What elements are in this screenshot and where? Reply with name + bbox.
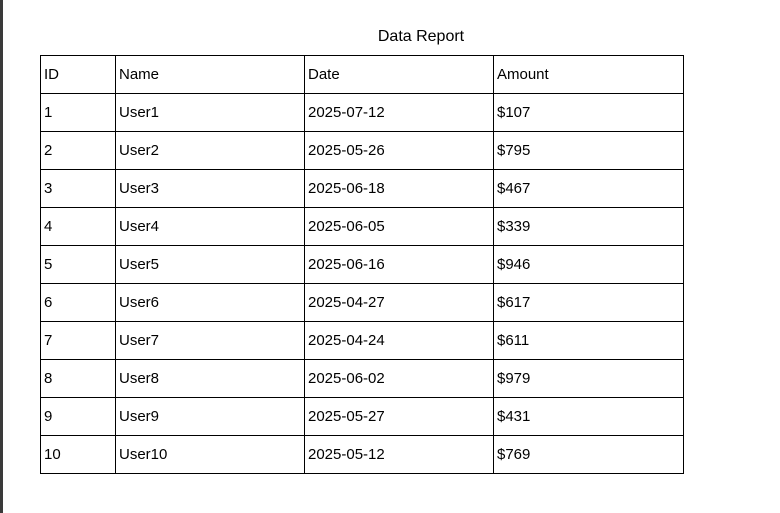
- table-row: 4 User4 2025-06-05 $339: [40, 207, 684, 246]
- table-row: 3 User3 2025-06-18 $467: [40, 169, 684, 208]
- cell-date: 2025-06-05: [304, 207, 494, 246]
- column-header-id: ID: [40, 55, 116, 94]
- cell-id: 6: [40, 283, 116, 322]
- cell-date: 2025-04-24: [304, 321, 494, 360]
- cell-name: User2: [115, 131, 305, 170]
- cell-amount: $467: [493, 169, 684, 208]
- cell-date: 2025-06-18: [304, 169, 494, 208]
- cell-amount: $611: [493, 321, 684, 360]
- table-row: 9 User9 2025-05-27 $431: [40, 397, 684, 436]
- table-row: 2 User2 2025-05-26 $795: [40, 131, 684, 170]
- table-header-row: ID Name Date Amount: [40, 55, 684, 94]
- cell-id: 7: [40, 321, 116, 360]
- data-table: ID Name Date Amount 1 User1 2025-07-12 $…: [40, 55, 684, 474]
- cell-name: User1: [115, 93, 305, 132]
- cell-name: User10: [115, 435, 305, 474]
- cell-name: User7: [115, 321, 305, 360]
- cell-id: 2: [40, 131, 116, 170]
- cell-date: 2025-05-26: [304, 131, 494, 170]
- cell-id: 3: [40, 169, 116, 208]
- column-header-date: Date: [304, 55, 494, 94]
- cell-date: 2025-05-27: [304, 397, 494, 436]
- cell-amount: $769: [493, 435, 684, 474]
- cell-amount: $617: [493, 283, 684, 322]
- cell-name: User6: [115, 283, 305, 322]
- cell-id: 8: [40, 359, 116, 398]
- cell-name: User8: [115, 359, 305, 398]
- cell-name: User3: [115, 169, 305, 208]
- cell-id: 1: [40, 93, 116, 132]
- table-row: 8 User8 2025-06-02 $979: [40, 359, 684, 398]
- cell-id: 5: [40, 245, 116, 284]
- cell-date: 2025-05-12: [304, 435, 494, 474]
- cell-id: 4: [40, 207, 116, 246]
- cell-name: User9: [115, 397, 305, 436]
- column-header-name: Name: [115, 55, 305, 94]
- cell-date: 2025-06-02: [304, 359, 494, 398]
- cell-amount: $795: [493, 131, 684, 170]
- cell-date: 2025-04-27: [304, 283, 494, 322]
- cell-amount: $946: [493, 245, 684, 284]
- cell-name: User5: [115, 245, 305, 284]
- cell-amount: $107: [493, 93, 684, 132]
- table-row: 7 User7 2025-04-24 $611: [40, 321, 684, 360]
- cell-date: 2025-07-12: [304, 93, 494, 132]
- table-row: 5 User5 2025-06-16 $946: [40, 245, 684, 284]
- column-header-amount: Amount: [493, 55, 684, 94]
- cell-amount: $431: [493, 397, 684, 436]
- cell-id: 10: [40, 435, 116, 474]
- cell-id: 9: [40, 397, 116, 436]
- cell-name: User4: [115, 207, 305, 246]
- cell-amount: $339: [493, 207, 684, 246]
- cell-amount: $979: [493, 359, 684, 398]
- table-row: 10 User10 2025-05-12 $769: [40, 435, 684, 474]
- cell-date: 2025-06-16: [304, 245, 494, 284]
- table-row: 1 User1 2025-07-12 $107: [40, 93, 684, 132]
- table-row: 6 User6 2025-04-27 $617: [40, 283, 684, 322]
- report-title: Data Report: [377, 28, 465, 45]
